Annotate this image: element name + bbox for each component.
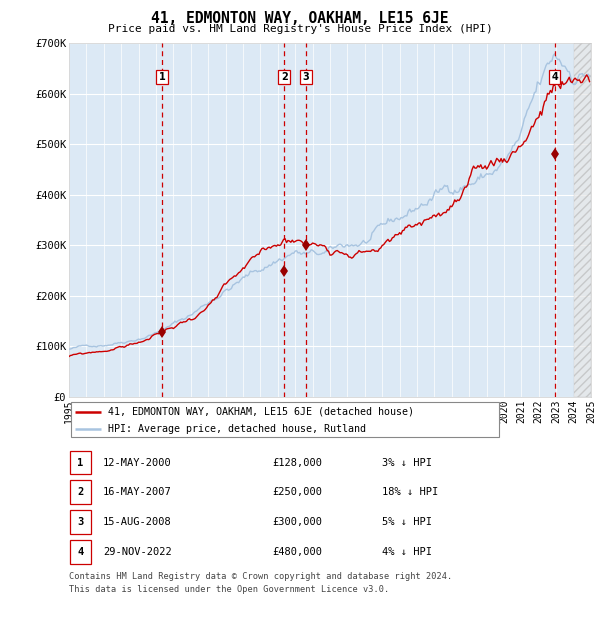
Text: 1: 1 [159,72,166,82]
FancyBboxPatch shape [71,402,499,437]
Text: £128,000: £128,000 [272,458,323,467]
Text: 4: 4 [551,72,558,82]
Text: 3: 3 [302,72,310,82]
Text: 2: 2 [281,72,287,82]
Text: 3: 3 [77,517,83,527]
Text: 3% ↓ HPI: 3% ↓ HPI [382,458,432,467]
Text: 12-MAY-2000: 12-MAY-2000 [103,458,172,467]
Text: 18% ↓ HPI: 18% ↓ HPI [382,487,439,497]
Text: 41, EDMONTON WAY, OAKHAM, LE15 6JE (detached house): 41, EDMONTON WAY, OAKHAM, LE15 6JE (deta… [108,407,414,417]
FancyBboxPatch shape [70,480,91,504]
FancyBboxPatch shape [70,451,91,474]
Text: £300,000: £300,000 [272,517,323,527]
Text: Price paid vs. HM Land Registry's House Price Index (HPI): Price paid vs. HM Land Registry's House … [107,24,493,33]
Text: This data is licensed under the Open Government Licence v3.0.: This data is licensed under the Open Gov… [69,585,389,595]
Text: £480,000: £480,000 [272,547,323,557]
Text: 16-MAY-2007: 16-MAY-2007 [103,487,172,497]
Text: 5% ↓ HPI: 5% ↓ HPI [382,517,432,527]
Text: £250,000: £250,000 [272,487,323,497]
Text: Contains HM Land Registry data © Crown copyright and database right 2024.: Contains HM Land Registry data © Crown c… [69,572,452,581]
Text: 4: 4 [77,547,83,557]
Text: 4% ↓ HPI: 4% ↓ HPI [382,547,432,557]
FancyBboxPatch shape [70,540,91,564]
Text: 15-AUG-2008: 15-AUG-2008 [103,517,172,527]
FancyBboxPatch shape [70,510,91,534]
Text: 41, EDMONTON WAY, OAKHAM, LE15 6JE: 41, EDMONTON WAY, OAKHAM, LE15 6JE [151,11,449,25]
Text: HPI: Average price, detached house, Rutland: HPI: Average price, detached house, Rutl… [108,423,366,433]
Text: 2: 2 [77,487,83,497]
Text: 29-NOV-2022: 29-NOV-2022 [103,547,172,557]
Text: 1: 1 [77,458,83,467]
